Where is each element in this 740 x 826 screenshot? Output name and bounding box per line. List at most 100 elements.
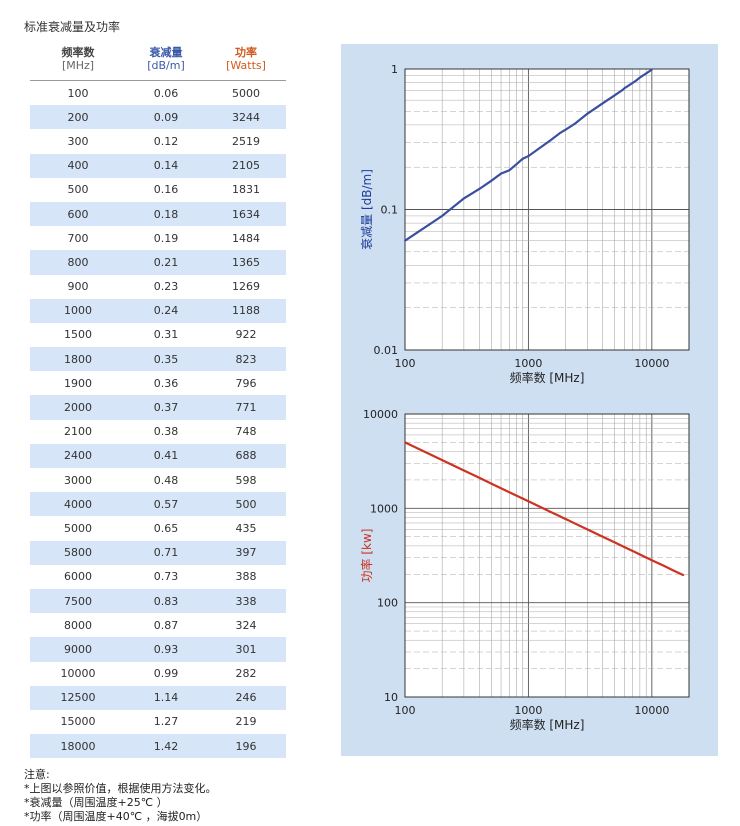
- cell-attenuation: 0.83: [153, 594, 179, 608]
- data-point: [549, 139, 552, 142]
- data-point: [462, 469, 465, 472]
- y-tick-label: 10: [384, 691, 398, 704]
- cell-attenuation: 0.36: [153, 376, 179, 390]
- table-row: 600 0.18 1634: [30, 201, 286, 227]
- cell-power: 3244: [232, 110, 260, 124]
- cell-power: 1365: [232, 255, 260, 269]
- cell-power: 2519: [232, 134, 260, 148]
- cell-power: 1269: [232, 280, 260, 294]
- cell-attenuation: 0.37: [153, 401, 179, 415]
- cell-frequency: 300: [67, 134, 89, 148]
- cell-attenuation: 0.48: [153, 473, 179, 487]
- y-axis-label: 功率 [kw]: [359, 529, 374, 583]
- table-row: 3000 0.48 598: [30, 468, 286, 492]
- cell-frequency: 12500: [60, 691, 96, 705]
- cell-power: 2105: [232, 159, 260, 173]
- table-row: 8000 0.87 324: [30, 613, 286, 637]
- data-point: [441, 459, 444, 462]
- data-point: [635, 551, 638, 554]
- table-row: 700 0.19 1484: [30, 226, 286, 250]
- data-point: [462, 197, 465, 200]
- cell-frequency: 500: [67, 183, 89, 197]
- cell-frequency: 700: [67, 231, 89, 245]
- table-body: 100 0.06 5000 200 0.09 3244 300 0.12 2519 400 0.14…: [30, 81, 286, 759]
- data-point: [404, 441, 406, 444]
- y-tick-label: 0.01: [374, 344, 399, 357]
- data-point: [586, 112, 589, 115]
- cell-frequency: 2000: [64, 401, 92, 415]
- notes: 注意: *上图以参照价值，根据使用方法变化。 *衰减量（周围温度+25℃ ） *…: [24, 768, 217, 824]
- header-power: 功率 [Watts]: [206, 46, 286, 72]
- table-row: 5800 0.71 397: [30, 540, 286, 565]
- cell-power: 823: [235, 352, 257, 366]
- chart-1: 100 1000 10000 0.01 0.1 1 频率数 [MHz] 衰减量 [dB/m]: [359, 63, 690, 385]
- table-row: 5000 0.65 435: [30, 516, 286, 540]
- data-point: [623, 546, 626, 549]
- x-axis-label: 频率数 [MHz]: [510, 370, 585, 385]
- y-axis-label: 衰减量 [dB/m]: [359, 169, 374, 250]
- cell-power: 1484: [232, 231, 260, 245]
- table-row: 200 0.09 3244: [30, 105, 286, 130]
- cell-attenuation: 0.23: [153, 280, 179, 294]
- x-tick-label: 10000: [634, 704, 669, 717]
- data-point: [574, 122, 577, 125]
- cell-power: 435: [235, 521, 257, 535]
- cell-attenuation: 0.18: [153, 207, 179, 221]
- cell-frequency: 3000: [64, 473, 92, 487]
- cell-attenuation: 0.19: [153, 231, 179, 245]
- cell-power: 282: [235, 667, 257, 681]
- header-attenuation: 衰减量 [dB/m]: [126, 46, 206, 72]
- cell-power: 324: [235, 618, 257, 632]
- cell-attenuation: 0.73: [153, 570, 179, 584]
- x-axis-label: 频率数 [MHz]: [510, 717, 585, 732]
- table-row: 300 0.12 2519: [30, 129, 286, 153]
- cell-attenuation: 0.06: [153, 86, 179, 100]
- table-row: 100 0.06 5000: [30, 81, 286, 105]
- data-point: [561, 130, 564, 133]
- cell-frequency: 2400: [64, 449, 92, 463]
- cell-frequency: 400: [67, 159, 89, 173]
- cell-attenuation: 0.99: [153, 667, 179, 681]
- header-power-label: 功率: [235, 46, 257, 59]
- cell-attenuation: 1.14: [153, 691, 179, 705]
- data-point: [508, 491, 511, 494]
- cell-frequency: 5000: [64, 521, 92, 535]
- cell-power: 500: [235, 497, 257, 511]
- header-frequency-unit: [MHz]: [61, 59, 95, 72]
- cell-power: 301: [235, 642, 257, 656]
- cell-power: 5000: [232, 86, 260, 100]
- data-point: [441, 215, 444, 217]
- cell-power: 1188: [232, 304, 260, 318]
- data-point: [621, 88, 624, 91]
- cell-attenuation: 0.87: [153, 618, 179, 632]
- cell-power: 796: [235, 376, 257, 390]
- data-point: [478, 476, 481, 479]
- table-row: 2000 0.37 771: [30, 395, 286, 420]
- data-point: [621, 545, 624, 548]
- cell-frequency: 9000: [64, 642, 92, 656]
- data-point: [490, 179, 493, 182]
- data-point: [638, 553, 641, 556]
- note-line: *功率（周围温度+40℃ ，海拔0m）: [24, 810, 208, 823]
- data-point: [564, 518, 567, 520]
- cell-frequency: 10000: [60, 667, 96, 681]
- cell-frequency: 600: [67, 207, 89, 221]
- plot-frame: [404, 68, 690, 351]
- data-point: [623, 87, 626, 90]
- table-row: 15000 1.27 219: [30, 710, 286, 734]
- cell-power: 338: [235, 594, 257, 608]
- table-row: 9000 0.93 301: [30, 637, 286, 662]
- series-line: [404, 441, 684, 577]
- data-point: [521, 157, 524, 160]
- cell-frequency: 4000: [64, 497, 92, 511]
- data-point: [521, 497, 524, 500]
- cell-power: 922: [235, 328, 257, 342]
- cell-power: 688: [235, 449, 257, 463]
- data-point: [645, 556, 648, 559]
- table-row: 1500 0.31 922: [30, 323, 286, 347]
- x-tick-label: 100: [395, 704, 416, 717]
- data-point: [567, 127, 570, 129]
- header-attenuation-unit: [dB/m]: [147, 59, 185, 72]
- header-power-unit: [Watts]: [226, 59, 266, 72]
